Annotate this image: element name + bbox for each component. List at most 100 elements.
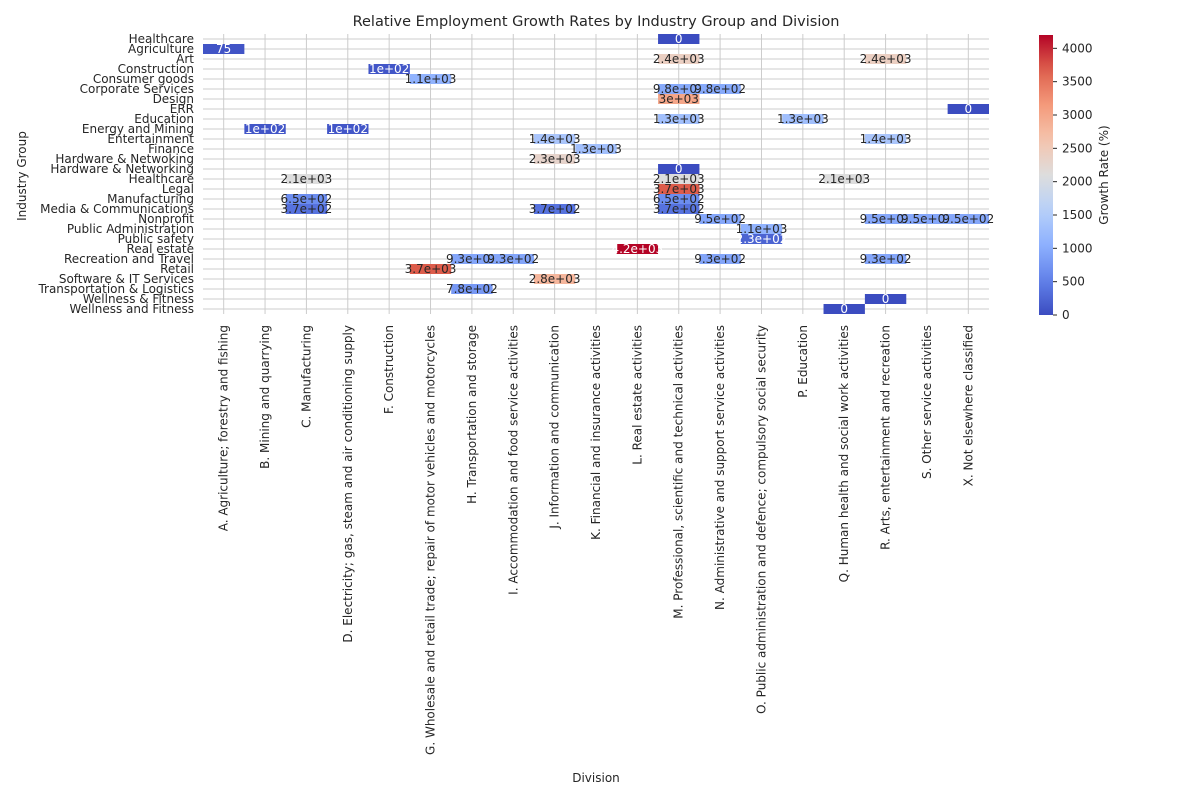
heatmap-cell <box>575 144 617 154</box>
cell-value-label: 3e+03 <box>659 92 699 106</box>
cell-value-label: 9.5e+02 <box>694 212 746 226</box>
y-tick-label: Finance <box>148 142 194 156</box>
cell-value-label: 9.8e+02 <box>653 82 705 96</box>
y-tick-label: Wellness & Fitness <box>83 292 194 306</box>
y-tick-label: Public Administration <box>67 222 194 236</box>
heatmap-cell <box>658 204 700 214</box>
cell-value-label: 1.1e+03 <box>405 72 457 86</box>
x-tick-label: Q. Human health and social work activiti… <box>837 325 851 582</box>
colorbar-tick-label: 0 <box>1062 308 1070 322</box>
heatmap-cell <box>244 124 286 134</box>
heatmap-cell <box>864 134 907 144</box>
cell-value-label: 3.7e+02 <box>653 202 705 216</box>
x-tick-label: J. Information and communication <box>548 325 562 530</box>
cell-value-label: 2.1e+03 <box>653 172 705 186</box>
cell-value-label: 1e+02 <box>369 62 409 76</box>
y-tick-label: Real estate <box>127 242 194 256</box>
heatmap-cell <box>658 34 700 44</box>
x-tick-labels: A. Agriculture; forestry and fishing B. M… <box>217 325 976 755</box>
cell-value-label: 1e+02 <box>328 122 368 136</box>
cell-value-label: 1e+02 <box>245 122 285 136</box>
heatmap-cell <box>368 64 410 74</box>
colorbar-tick-label: 500 <box>1062 275 1085 289</box>
heatmap-cell <box>285 174 328 184</box>
y-tick-label: Legal <box>162 182 194 196</box>
cell-value-label: 1.4e+03 <box>860 132 912 146</box>
y-tick-label: Hardware & Netwoking <box>55 152 194 166</box>
x-tick-label: O. Public administration and defence; co… <box>754 325 768 714</box>
cell-value-label: 9.3e+02 <box>446 252 498 266</box>
cell-value-label: 1.3e+03 <box>570 142 622 156</box>
heatmap-cell <box>740 224 783 234</box>
y-axis-label: Industry Group <box>15 131 29 221</box>
cell-value-label: 0 <box>964 102 972 116</box>
heatmap-cell <box>699 254 741 264</box>
y-tick-label: Wellness and Fitness <box>70 302 194 316</box>
cell-value-label: 6.5e+02 <box>653 192 705 206</box>
heatmap-cell <box>285 194 328 204</box>
heatmap-cell <box>533 274 576 284</box>
cell-value-label: 2.1e+03 <box>281 172 333 186</box>
heatmap-cell <box>492 254 534 264</box>
x-tick-label: D. Electricity; gas, steam and air condi… <box>341 325 355 643</box>
heatmap-cell <box>327 124 369 134</box>
y-tick-label: Public safety <box>118 232 194 246</box>
y-tick-label: Recreation and Travel <box>64 252 194 266</box>
cell-value-label: 9.5e+02 <box>942 212 994 226</box>
x-axis-label: Division <box>572 771 620 785</box>
cell-value-label: 9.5e+02 <box>901 212 953 226</box>
colorbar-tick-label: 3000 <box>1062 108 1093 122</box>
heatmap-cell <box>699 214 741 224</box>
cell-value-label: 9.3e+02 <box>487 252 539 266</box>
heatmap-cell <box>533 204 576 214</box>
x-tick-label: G. Wholesale and retail trade; repair of… <box>424 325 438 755</box>
cell-value-label: 9.3e+02 <box>860 252 912 266</box>
heatmap-cell <box>823 304 865 314</box>
y-tick-label: Energy and Mining <box>82 122 194 136</box>
x-tick-label: I. Accommodation and food service activi… <box>506 325 520 595</box>
colorbar-tick-label: 4000 <box>1062 41 1093 55</box>
cell-value-label: 6.5e+02 <box>281 192 333 206</box>
cell-value-label: 7.8e+02 <box>446 282 498 296</box>
cell-value-label: 3.7e+03 <box>405 262 457 276</box>
cell-value-label: 9.3e+02 <box>694 252 746 266</box>
cell-value-label: 0 <box>675 32 683 46</box>
colorbar-gradient <box>1039 35 1053 315</box>
y-tick-label: Art <box>176 52 194 66</box>
x-tick-label: L. Real estate activities <box>630 325 644 465</box>
cell-value-label: 2.4e+03 <box>860 52 912 66</box>
heatmap-cell <box>658 194 700 204</box>
x-tick-label: R. Arts, entertainment and recreation <box>879 325 893 550</box>
colorbar-tick-label: 1000 <box>1062 241 1093 255</box>
y-tick-label: Entertainment <box>107 132 194 146</box>
heatmap-cell <box>658 114 700 124</box>
heatmap-cell <box>658 164 700 174</box>
colorbar-tick-label: 3500 <box>1062 75 1093 89</box>
x-tick-label: B. Mining and quarrying <box>258 325 272 469</box>
y-tick-label: Healthcare <box>129 32 194 46</box>
heatmap-cell <box>451 284 493 294</box>
cell-value-label: 1.3e+03 <box>653 112 705 126</box>
heatmap-cell <box>658 94 700 104</box>
cell-value-label: 3.7e+02 <box>529 202 581 216</box>
heatmap-cell <box>658 54 700 64</box>
heatmap-cell <box>740 234 783 244</box>
cell-value-label: 3.7e+03 <box>653 182 705 196</box>
x-tick-label: X. Not elsewhere classified <box>961 325 975 486</box>
heatmap-cell <box>451 254 493 264</box>
y-tick-label: Hardware & Networking <box>50 162 194 176</box>
colorbar-tick-label: 1500 <box>1062 208 1093 222</box>
y-tick-label: Education <box>134 112 194 126</box>
heatmap-cell <box>947 214 989 224</box>
x-tick-label: P. Education <box>796 325 810 398</box>
y-tick-label: Corporate Services <box>80 82 194 96</box>
cell-value-label: 1.4e+03 <box>529 132 581 146</box>
cell-value-label: 9.8e+02 <box>694 82 746 96</box>
colorbar-ticks: 0 500 1000 1500 2000 2500 3000 3500 4000 <box>1053 41 1093 322</box>
heatmap-cell <box>409 264 452 274</box>
heatmap-cell <box>616 244 659 254</box>
heatmap-cell <box>533 154 576 164</box>
